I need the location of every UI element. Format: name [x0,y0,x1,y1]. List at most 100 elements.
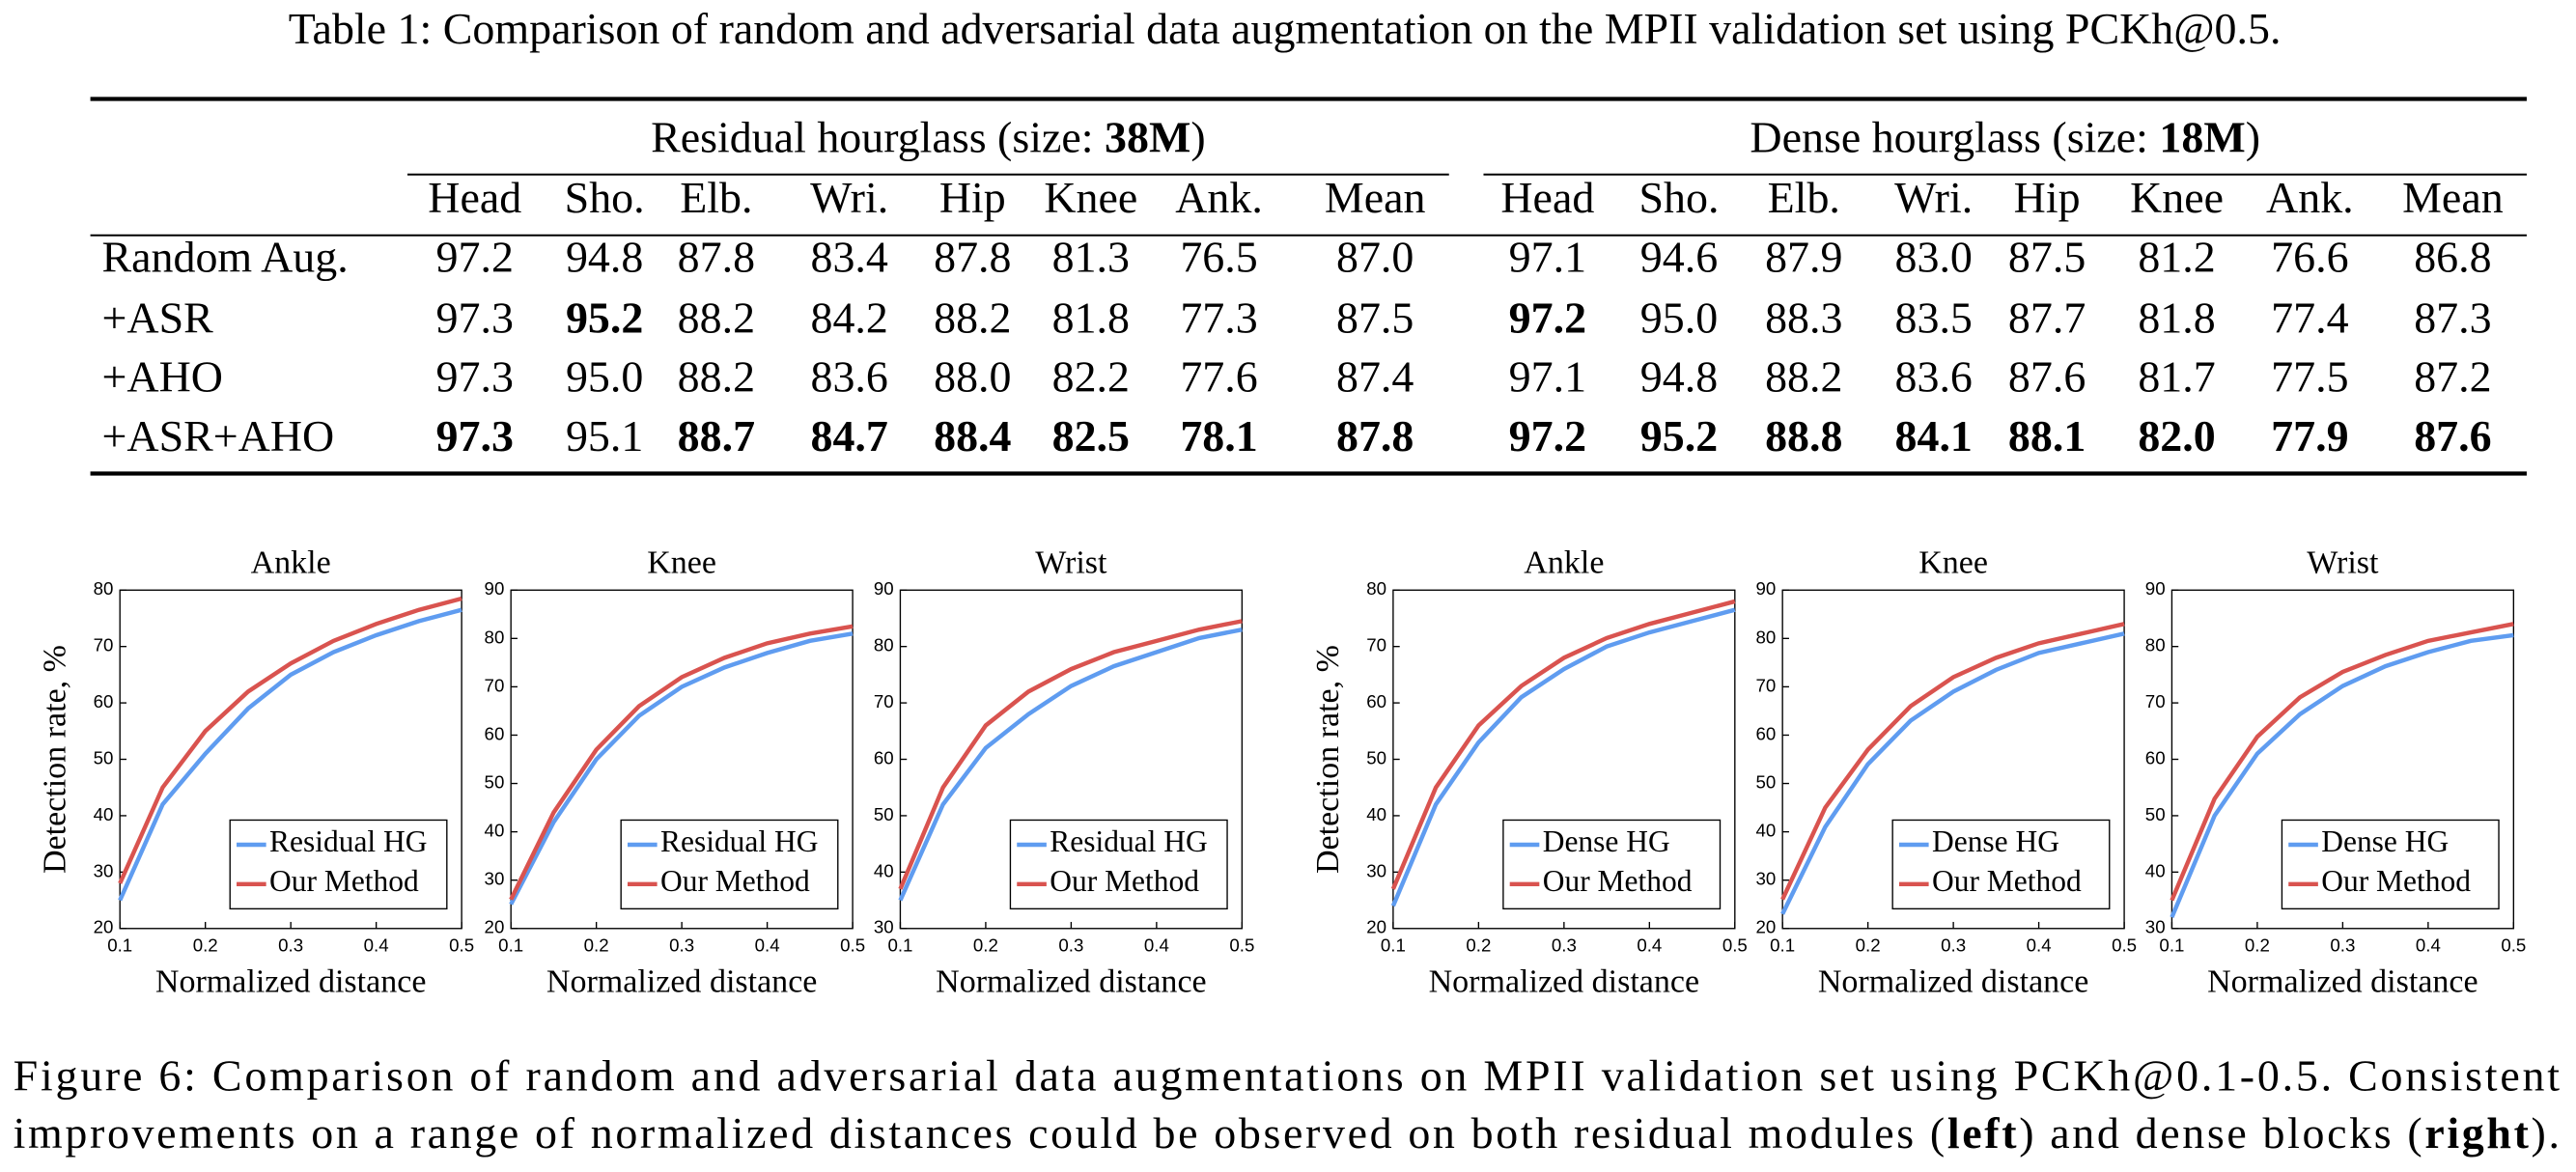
row-label: +ASR+AHO [101,411,334,460]
y-tick-label: 60 [2145,747,2166,767]
x-tick-label: 0.3 [2330,935,2355,955]
table-cell: 88.2 [678,293,755,342]
column-header: Elb. [680,173,752,222]
y-tick-label: 60 [485,723,505,743]
table-cell: 83.4 [810,232,887,281]
table-cell: 97.1 [1509,352,1586,402]
x-tick-label: 0.5 [1722,935,1748,955]
x-axis-label: Normalized distance [2207,963,2478,999]
y-tick-label: 30 [94,860,114,880]
table-cell: 83.6 [1895,352,1973,402]
series-line [2170,622,2514,902]
x-tick-label: 0.3 [278,935,303,955]
table-cell: 81.8 [1052,293,1130,342]
y-tick-label: 90 [485,578,505,599]
table-cell: 77.6 [1180,352,1257,402]
figure-caption-part: improvements on a range of normalized di… [14,1107,1946,1157]
y-tick-label: 90 [874,578,894,599]
column-header: Head [1500,173,1594,222]
x-tick-label: 0.3 [1552,935,1577,955]
chart-title: Knee [647,545,716,581]
group-header-part: ) [1190,112,1205,161]
y-tick-label: 40 [485,821,505,841]
table-cell: 87.4 [1336,352,1414,402]
table-cell: 81.2 [2138,232,2215,281]
legend-label: Residual HG [269,824,427,858]
x-tick-label: 0.3 [669,935,694,955]
table-cell: 95.0 [566,352,643,402]
figure-caption-part: left [1947,1107,2017,1157]
chart-title: Wrist [2307,545,2379,581]
legend-box [229,819,448,910]
table-cell: 87.8 [934,232,1011,281]
y-tick-label: 70 [94,635,114,656]
table-cell: 88.7 [678,411,755,460]
x-tick-label: 0.3 [1058,935,1083,955]
y-tick-label: 60 [1366,691,1386,712]
x-tick-label: 0.1 [887,935,912,955]
table-cell: 87.7 [2008,293,2086,342]
series-line [1780,622,2125,901]
series-line [118,596,462,884]
legend-label: Our Method [269,864,419,898]
figure-caption: Figure 6: Comparison of random and adver… [14,1050,2561,1100]
table-cell: 97.2 [436,232,514,281]
group-header-part: 38M [1105,112,1190,161]
table-cell: 81.7 [2138,352,2215,402]
x-axis-label: Normalized distance [936,963,1207,999]
table-cell: 77.5 [2271,352,2348,402]
legend-label: Our Method [1050,864,1199,898]
y-tick-label: 60 [1756,723,1777,743]
x-tick-label: 0.2 [2245,935,2270,955]
legend-box [2281,819,2500,910]
table-cell: 97.3 [436,293,514,342]
table-cell: 82.0 [2138,411,2215,460]
table-cell: 82.2 [1052,352,1130,402]
table-cell: 94.8 [566,232,643,281]
y-tick-label: 70 [2145,691,2166,712]
column-header: Mean [1325,173,1426,222]
legend-box [620,819,839,910]
figure-caption-part: right [2424,1107,2529,1157]
x-tick-label: 0.3 [1941,935,1966,955]
y-tick-label: 40 [1756,821,1777,841]
group-header: Dense hourglass (size: 18M) [1750,112,2260,161]
table-cell: 97.3 [436,352,514,402]
figure-caption-part: ). [2532,1107,2560,1157]
table-cell: 83.0 [1895,232,1973,281]
figure-caption: improvements on a range of normalized di… [14,1107,2560,1157]
table-cell: 87.6 [2008,352,2086,402]
table-cell: 95.1 [566,411,643,460]
y-axis-label: Detection rate, % [1310,645,1346,874]
y-tick-label: 80 [874,635,894,656]
y-tick-label: 30 [1366,860,1386,880]
table-cell: 81.3 [1052,232,1130,281]
column-header: Sho. [1638,173,1719,222]
series-line [898,619,1243,890]
y-tick-label: 80 [2145,635,2166,656]
y-tick-label: 60 [94,691,114,712]
legend-label: Our Method [2321,864,2471,898]
series-line [2170,632,2514,918]
y-tick-label: 50 [1366,747,1386,767]
x-tick-label: 0.1 [2159,935,2184,955]
table-cell: 83.5 [1895,293,1973,342]
legend-box [1891,819,2111,910]
y-tick-label: 70 [1756,675,1777,695]
table-cell: 87.6 [2414,411,2491,460]
x-tick-label: 0.4 [364,935,389,955]
table-cell: 87.5 [2008,232,2086,281]
x-tick-label: 0.1 [1381,935,1406,955]
column-header: Knee [1044,173,1137,222]
y-tick-label: 70 [485,675,505,695]
x-tick-label: 0.5 [2112,935,2137,955]
table-cell: 88.2 [678,352,755,402]
series-line [118,607,462,902]
column-header: Elb. [1768,173,1840,222]
column-header: Sho. [565,173,645,222]
chart-title: Ankle [1524,545,1604,581]
table-cell: 76.6 [2271,232,2348,281]
column-header: Head [428,173,521,222]
legend-label: Our Method [1932,864,2082,898]
column-header: Ank. [1175,173,1263,222]
